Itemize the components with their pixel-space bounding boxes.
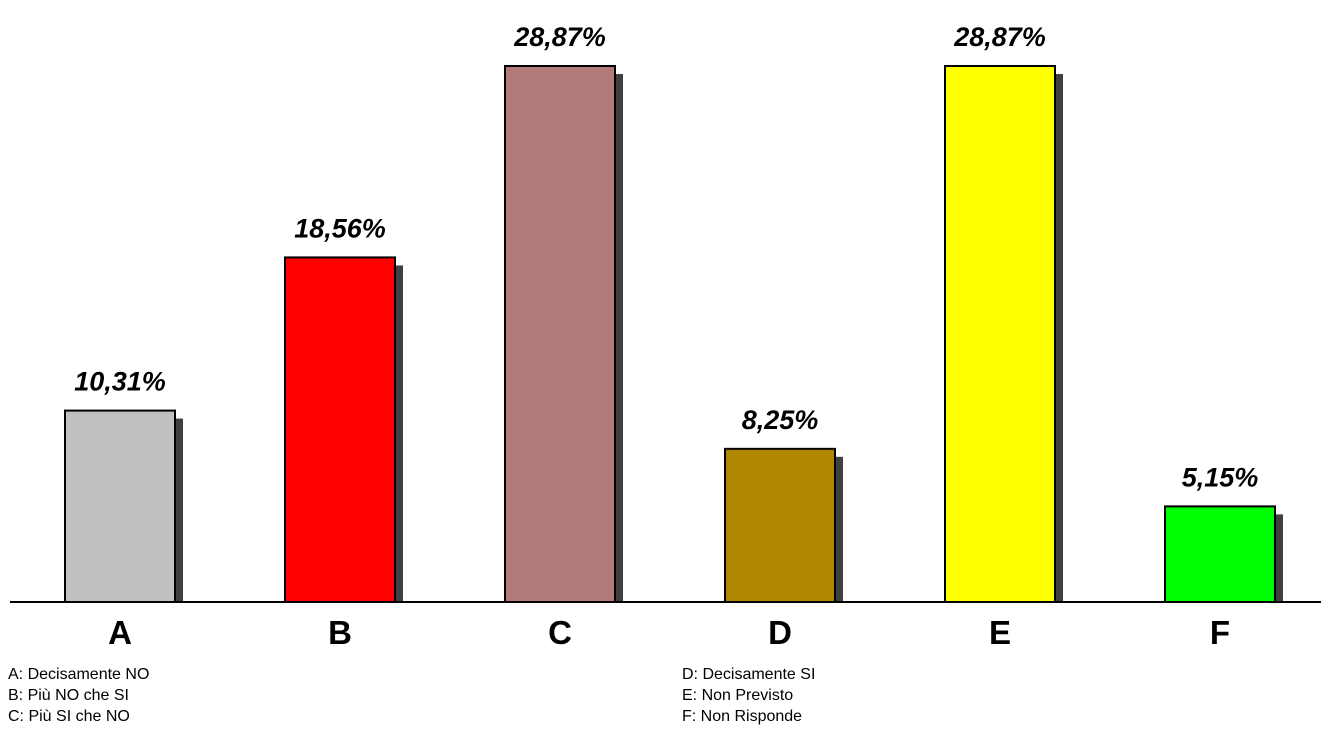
legend-right-column: D: Decisamente SI E: Non Previsto F: Non…	[682, 664, 815, 727]
bars-group	[64, 65, 1283, 603]
value-label-c: 28,87%	[513, 22, 606, 52]
legend-item-a: A: Decisamente NO	[8, 666, 150, 683]
category-label-d: D	[768, 614, 792, 651]
legend-item-f: F: Non Risponde	[682, 708, 803, 725]
category-label-a: A	[108, 614, 132, 651]
category-label-b: B	[328, 614, 352, 651]
value-label-f: 5,15%	[1182, 462, 1259, 492]
bar-b	[284, 256, 396, 603]
bar-e	[944, 65, 1056, 603]
legend-item-c: C: Più SI che NO	[8, 708, 130, 725]
category-label-c: C	[548, 614, 572, 651]
legend-left-column: A: Decisamente NO B: Più NO che SI C: Pi…	[8, 664, 149, 727]
category-label-f: F	[1210, 614, 1230, 651]
labels-group: 10,31% A 18,56% B 28,87% C 8,25% D 28,87% E 5,15% F	[74, 22, 1258, 651]
value-label-e: 28,87%	[953, 22, 1046, 52]
value-label-a: 10,31%	[74, 367, 166, 397]
legend-item-b: B: Più NO che SI	[8, 687, 129, 704]
bar-chart: 10,31% A 18,56% B 28,87% C 8,25% D 28,87% E 5,15% F	[10, 22, 1321, 651]
category-label-e: E	[989, 614, 1011, 651]
legend-item-d: D: Decisamente SI	[682, 666, 816, 683]
bar-c	[504, 65, 616, 603]
legend-item-e: E: Non Previsto	[682, 687, 794, 704]
value-label-b: 18,56%	[294, 213, 386, 243]
value-label-d: 8,25%	[742, 405, 819, 435]
bar-f	[1164, 505, 1276, 603]
bar-a	[64, 409, 176, 603]
bar-d	[724, 447, 836, 603]
